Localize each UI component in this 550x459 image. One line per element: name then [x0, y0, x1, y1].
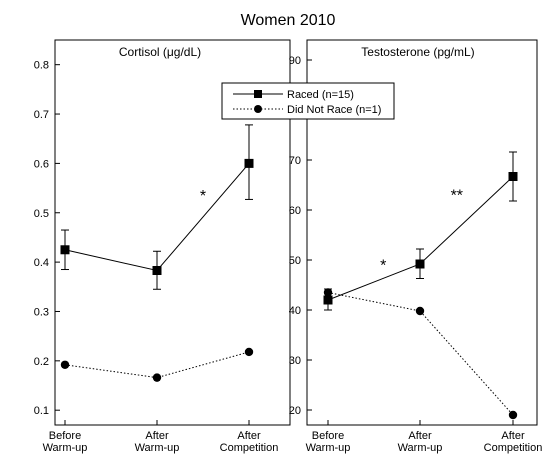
testosterone-raced-point [323, 295, 333, 305]
cortisol-panel: Cortisol (μg/dL) 0.1 0.2 0.3 0.4 0.5 0.6 0.7 0.… [34, 39, 291, 454]
cortisol-panel-title: Cortisol (μg/dL) [119, 45, 201, 59]
cortisol-y-tick-label: 0.6 [34, 158, 49, 170]
cortisol-x-tick-label: After Warm-up [135, 430, 180, 454]
cortisol-plot-frame [54, 39, 291, 426]
testosterone-y-tick-label: 20 [289, 405, 301, 417]
testosterone-x-tick-label: After Warm-up [398, 430, 443, 454]
legend-dnr-label: Did Not Race (n=1) [287, 104, 381, 116]
testosterone-did-not-race-point [508, 410, 518, 420]
cortisol-y-tick-label: 0.4 [34, 257, 49, 269]
figure-title: Women 2010 [241, 12, 336, 29]
cortisol-y-tick-label: 0.5 [34, 208, 49, 220]
cortisol-y-tick-label: 0.1 [34, 405, 49, 417]
cortisol-y-tick-label: 0.7 [34, 109, 49, 121]
cortisol-did-not-race-point [152, 373, 162, 382]
testosterone-significance-marker: * [380, 258, 386, 275]
cortisol-significance-marker: * [200, 188, 206, 205]
legend-raced-marker [254, 90, 262, 98]
cortisol-x-tick-label: Before Warm-up [43, 430, 88, 454]
legend-box [221, 82, 395, 120]
testosterone-y-tick-label: 70 [289, 155, 301, 167]
legend-raced-label: Raced (n=15) [287, 89, 354, 101]
legend: Raced (n=15) Did Not Race (n=1) [221, 82, 395, 120]
cortisol-did-not-race-point [244, 347, 254, 357]
testosterone-y-tick-label: 30 [289, 355, 301, 367]
testosterone-y-tick-label: 40 [289, 305, 301, 317]
testosterone-raced-point [508, 172, 518, 181]
testosterone-plot-frame [306, 39, 538, 426]
testosterone-panel-title: Testosterone (pg/mL) [361, 45, 474, 59]
legend-dnr-marker [254, 105, 262, 113]
testosterone-y-tick-label: 90 [289, 55, 301, 67]
cortisol-y-tick-label: 0.3 [34, 306, 49, 318]
testosterone-x-tick-label: After Competition [484, 430, 543, 454]
cortisol-x-tick-label: After Competition [220, 430, 279, 454]
cortisol-did-not-race-point [60, 360, 70, 369]
testosterone-raced-line [327, 176, 514, 301]
testosterone-y-tick-label: 50 [289, 255, 301, 267]
testosterone-did-not-race-point [415, 306, 425, 316]
testosterone-did-not-race-point [323, 288, 333, 297]
testosterone-did-not-race-line [327, 292, 514, 416]
testosterone-x-tick-label: Before Warm-up [306, 430, 351, 454]
cortisol-y-tick-label: 0.8 [34, 60, 49, 72]
cortisol-raced-point [152, 266, 162, 276]
cortisol-raced-point [244, 158, 254, 168]
testosterone-significance-marker: ** [451, 188, 463, 205]
cortisol-raced-point [60, 245, 70, 255]
testosterone-y-tick-label: 60 [289, 205, 301, 217]
testosterone-raced-point [415, 259, 425, 269]
cortisol-y-tick-label: 0.2 [34, 356, 49, 368]
